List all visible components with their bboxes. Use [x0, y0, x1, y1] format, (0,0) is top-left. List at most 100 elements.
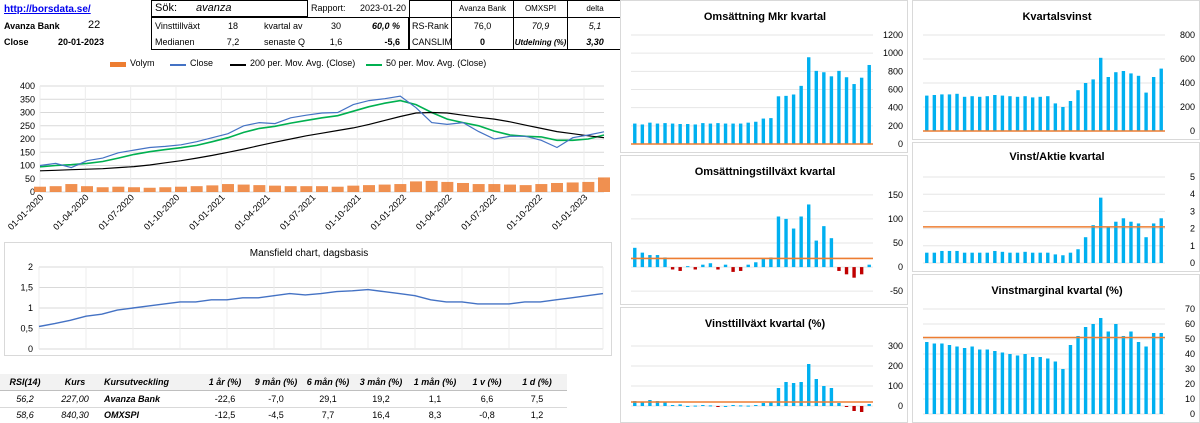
- profit-plot: 800 600 400 200 0: [923, 30, 1195, 136]
- bar: [978, 252, 982, 263]
- perf-row-1y: -22,6: [214, 394, 236, 404]
- volume-bar: [472, 184, 485, 192]
- bar: [678, 124, 682, 144]
- bar: [678, 267, 682, 271]
- bar: [754, 405, 758, 406]
- rank-header-index: OMXSPI: [524, 4, 557, 13]
- price-y-tick: 0: [30, 187, 35, 197]
- growth-label: Vinsttillväxt: [155, 21, 200, 31]
- revenue-growth-plot: 150 100 50 0 -50: [631, 190, 903, 296]
- perf-header-1y: 1 år (%): [208, 377, 242, 387]
- mansfield-y-tick: 0,5: [20, 324, 33, 334]
- volume-bar: [143, 187, 156, 192]
- bar-y-tick: 0: [898, 401, 903, 411]
- bar: [1008, 252, 1012, 263]
- bar: [925, 342, 929, 414]
- volume-bar: [410, 181, 422, 192]
- bar: [932, 252, 937, 263]
- bar: [1159, 68, 1163, 131]
- perf-row-name: Avanza Bank: [104, 394, 161, 404]
- perf-header-9m: 9 mån (%): [254, 377, 298, 387]
- bar: [1076, 249, 1080, 263]
- price-y-tick: 400: [20, 81, 35, 91]
- volume-bar: [159, 187, 172, 192]
- bar-y-tick: 400: [888, 103, 903, 113]
- bar: [978, 96, 982, 131]
- perf-row-1d: 1,2: [530, 410, 544, 420]
- volume-bar: [175, 186, 187, 192]
- volume-bar: [425, 180, 438, 192]
- rs-rank-index: 70,9: [531, 21, 550, 31]
- bar: [799, 216, 803, 268]
- profit-growth-chart: Vinsttillväxt kvartal (%) 300 200 100 0: [620, 307, 908, 423]
- bar: [791, 94, 796, 144]
- price-y-tick: 100: [20, 161, 35, 171]
- bar: [807, 204, 811, 268]
- median-label: Medianen: [155, 37, 195, 47]
- perf-row-1y: -12,5: [214, 410, 236, 420]
- search-input[interactable]: avanza: [196, 2, 232, 14]
- bar: [731, 267, 735, 272]
- bar: [648, 400, 652, 406]
- mansfield-y-tick: 2: [28, 262, 33, 272]
- perf-header-development: Kursutveckling: [104, 377, 170, 387]
- bar: [754, 121, 758, 144]
- bar: [761, 258, 766, 268]
- bar-y-tick: 100: [888, 381, 903, 391]
- bar: [1008, 354, 1012, 414]
- bar: [746, 405, 750, 407]
- price-x-tick: 01-01-2023: [550, 192, 590, 232]
- perf-header-1w: 1 v (%): [472, 377, 502, 387]
- legend-ma50: 50 per. Mov. Avg. (Close): [386, 58, 487, 68]
- bar: [814, 240, 818, 268]
- ma200-line: [39, 111, 605, 172]
- volume-bar: [222, 184, 234, 192]
- volume-bar: [269, 185, 281, 192]
- bar: [769, 257, 773, 268]
- bar: [1068, 252, 1073, 263]
- bar: [1144, 346, 1148, 414]
- bar-y-tick: 10: [1185, 394, 1195, 404]
- bar: [769, 118, 773, 144]
- bar: [1038, 357, 1042, 414]
- bar: [731, 123, 735, 144]
- borsdata-link[interactable]: http://borsdata.se/: [4, 4, 91, 15]
- volume-bar: [49, 186, 62, 192]
- perf-row-1m: 8,3: [428, 410, 442, 420]
- median-v1: 7,2: [226, 37, 240, 47]
- volume-bar: [96, 187, 109, 192]
- bar-y-tick: 1000: [883, 48, 903, 58]
- company-value: 22: [88, 19, 101, 31]
- bar: [859, 267, 864, 275]
- dividend-value: 3,30: [586, 37, 604, 47]
- bar: [852, 406, 856, 411]
- bar: [962, 96, 967, 131]
- performance-table: RSI(14) Kurs Kursutveckling 1 år (%) 9 m…: [0, 374, 612, 423]
- bar: [746, 122, 750, 144]
- price-x-tick: 01-07-2022: [459, 192, 499, 232]
- bar: [693, 267, 697, 270]
- perf-header-1d: 1 d (%): [522, 377, 552, 387]
- bar: [1046, 96, 1050, 131]
- bar: [670, 267, 675, 270]
- volume-bar: [582, 181, 595, 192]
- bar: [655, 255, 660, 268]
- perf-row-9m: -4,5: [268, 410, 284, 420]
- rapport-value: 2023-01-20: [360, 3, 407, 13]
- bar: [985, 96, 989, 131]
- bar: [940, 94, 944, 131]
- bar: [1136, 75, 1141, 131]
- bar: [678, 404, 682, 406]
- margin-chart: Vinstmarginal kvartal (%) 70 60 50 40 30 20 10…: [912, 274, 1200, 423]
- bar: [844, 77, 849, 144]
- legend-ma200: 200 per. Mov. Avg. (Close): [250, 58, 356, 68]
- price-x-tick: 01-01-2021: [187, 192, 227, 232]
- mansfield-y-tick: 0: [28, 344, 33, 354]
- volume-bar: [81, 186, 93, 192]
- revenue-plot: 1200 1000 800 600 400 200 0: [631, 30, 903, 149]
- bar: [648, 122, 652, 144]
- bar: [1061, 107, 1065, 131]
- bar: [746, 264, 750, 268]
- eps-title: Vinst/Aktie kvartal: [1009, 151, 1105, 163]
